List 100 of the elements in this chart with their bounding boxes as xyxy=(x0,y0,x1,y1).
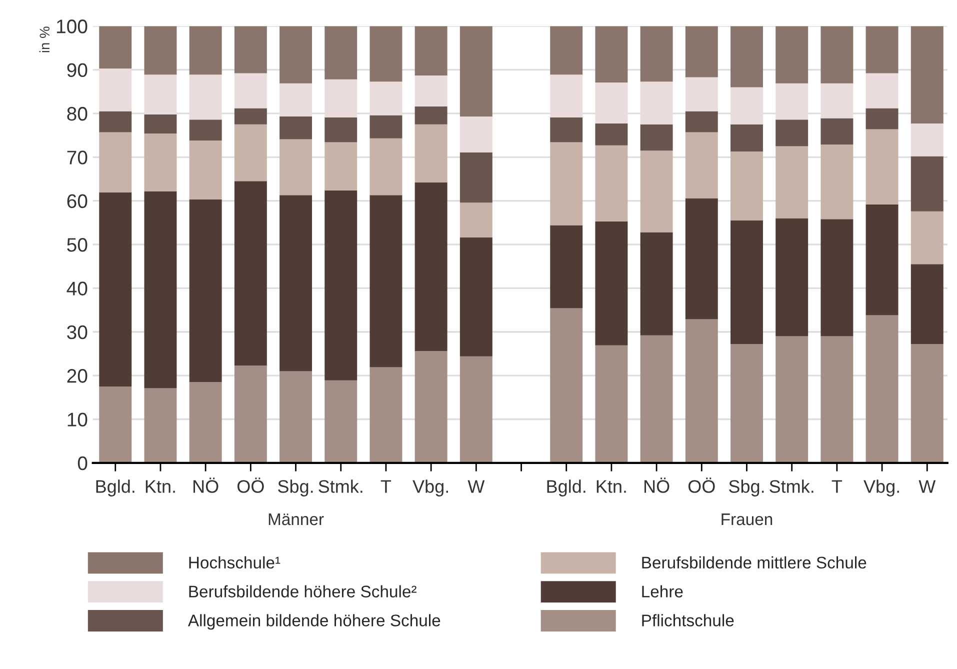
bar xyxy=(234,108,267,124)
bar xyxy=(595,124,628,146)
bar xyxy=(280,371,312,463)
bar xyxy=(730,151,763,220)
x-tick-label: OÖ xyxy=(688,478,715,493)
legend-label: Pflichtschule xyxy=(642,614,734,626)
bar xyxy=(595,145,628,222)
bar xyxy=(234,366,267,463)
bar xyxy=(550,26,583,75)
y-tick-label: 90 xyxy=(67,63,88,78)
bar xyxy=(460,116,492,152)
x-tick-label: Ktn. xyxy=(596,480,626,493)
y-tick-label: 70 xyxy=(67,150,88,164)
bar xyxy=(595,26,628,82)
bar xyxy=(460,202,492,238)
bar xyxy=(866,26,898,74)
text: Männer xyxy=(268,514,324,526)
bar xyxy=(730,26,763,88)
bar xyxy=(144,134,177,192)
bar xyxy=(144,114,177,134)
bar xyxy=(820,83,854,118)
y-tick-label: 40 xyxy=(66,282,88,296)
x-tick-label: T xyxy=(832,480,842,493)
x-tick-label: W xyxy=(918,480,936,493)
x-tick-label: Stmk. xyxy=(770,480,814,493)
bar xyxy=(370,195,402,368)
bar xyxy=(685,319,718,463)
bar xyxy=(550,74,583,118)
bar xyxy=(189,74,222,120)
bar xyxy=(414,351,448,463)
bar xyxy=(414,106,448,124)
bar xyxy=(370,82,402,116)
bar xyxy=(820,144,854,220)
bar xyxy=(776,26,808,84)
bar xyxy=(866,204,898,316)
x-tick-label: Vbg. xyxy=(864,480,899,496)
bar xyxy=(685,132,718,198)
x-tick-label: Vbg. xyxy=(412,480,448,496)
y-tick-label: 60 xyxy=(67,194,88,208)
x-tick-label: W xyxy=(468,480,485,493)
bar xyxy=(370,115,402,138)
bar xyxy=(280,195,312,372)
bar xyxy=(550,117,583,142)
bar xyxy=(324,380,358,463)
bar xyxy=(730,220,763,344)
bar xyxy=(280,139,312,196)
bar xyxy=(370,138,402,196)
bar xyxy=(776,336,808,463)
bar xyxy=(640,82,673,124)
bar xyxy=(820,118,854,144)
bar xyxy=(414,26,448,76)
bar xyxy=(99,386,132,463)
y-axis-title: in % xyxy=(39,26,50,52)
bar xyxy=(144,191,177,388)
bar xyxy=(99,26,132,68)
bar xyxy=(550,225,583,308)
y-tick-label: 80 xyxy=(67,106,88,121)
bar xyxy=(144,388,177,463)
bar xyxy=(324,26,358,80)
y-tick-label: 20 xyxy=(67,369,88,383)
x-tick-label: T xyxy=(380,480,392,493)
bar xyxy=(280,83,312,117)
bar xyxy=(640,232,673,336)
bar xyxy=(324,79,358,118)
bar xyxy=(99,132,132,193)
y-tick-label: 10 xyxy=(68,412,88,426)
bar xyxy=(910,211,944,264)
bar xyxy=(280,116,312,140)
bar xyxy=(460,26,492,117)
bar xyxy=(730,124,763,152)
bar xyxy=(685,111,718,132)
bar xyxy=(324,142,358,190)
bar xyxy=(414,182,448,352)
bar xyxy=(685,198,718,320)
x-tick-label: Stmk. xyxy=(318,480,362,493)
y-tick-label: 0 xyxy=(78,456,88,470)
x-tick-label: OÖ xyxy=(237,478,264,493)
bar xyxy=(99,111,132,132)
legend-label: Berufsbildende mittlere Schule xyxy=(642,556,866,569)
bar xyxy=(595,221,628,346)
bar xyxy=(280,26,312,84)
bar xyxy=(550,142,583,226)
bar xyxy=(99,192,132,386)
x-tick-label: Sbg. xyxy=(278,480,313,496)
bar xyxy=(776,146,808,218)
bar xyxy=(685,26,718,78)
bar xyxy=(234,181,267,366)
bar xyxy=(370,367,402,463)
bar xyxy=(776,218,808,336)
x-tick-label: Bgld. xyxy=(96,480,134,496)
bar xyxy=(595,345,628,463)
legend-label: Lehre xyxy=(642,585,683,598)
bar xyxy=(234,26,267,74)
bar xyxy=(550,308,583,463)
bar xyxy=(820,336,854,463)
bar xyxy=(460,152,492,203)
bar xyxy=(189,120,222,141)
bar xyxy=(324,117,358,142)
bar xyxy=(595,82,628,124)
bar xyxy=(189,382,222,463)
